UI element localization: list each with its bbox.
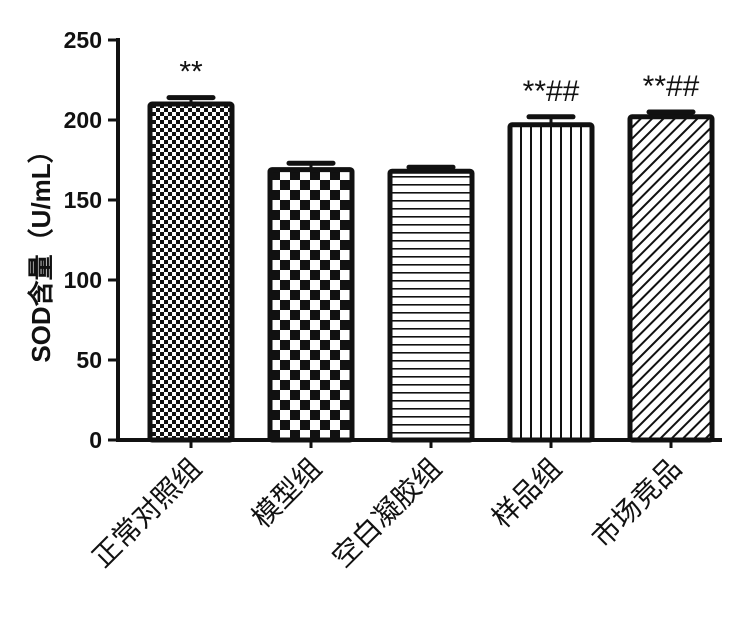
y-tick-label: 50 (76, 347, 102, 373)
bar (387, 168, 475, 443)
y-tick-label: 100 (64, 267, 102, 293)
bar (627, 114, 715, 443)
y-tick-label: 200 (64, 107, 102, 133)
y-tick-label: 150 (64, 187, 102, 213)
x-tick-label: 正常对照组 (86, 452, 207, 573)
x-tick-label: 模型组 (246, 452, 327, 533)
x-tick-label: 空白凝胶组 (326, 452, 447, 573)
bar (267, 167, 355, 443)
bar (147, 101, 235, 443)
bar (507, 122, 595, 443)
y-axis-label: SOD含量（U/mL） (26, 137, 56, 362)
y-tick-label: 250 (64, 27, 102, 53)
x-tick-label: 样品组 (486, 452, 567, 533)
significance-label: ** (179, 56, 203, 89)
y-tick-label: 0 (89, 427, 102, 453)
significance-label: **## (643, 70, 700, 103)
x-tick-label: 市场竞品 (586, 452, 687, 553)
significance-label: **## (523, 75, 580, 108)
